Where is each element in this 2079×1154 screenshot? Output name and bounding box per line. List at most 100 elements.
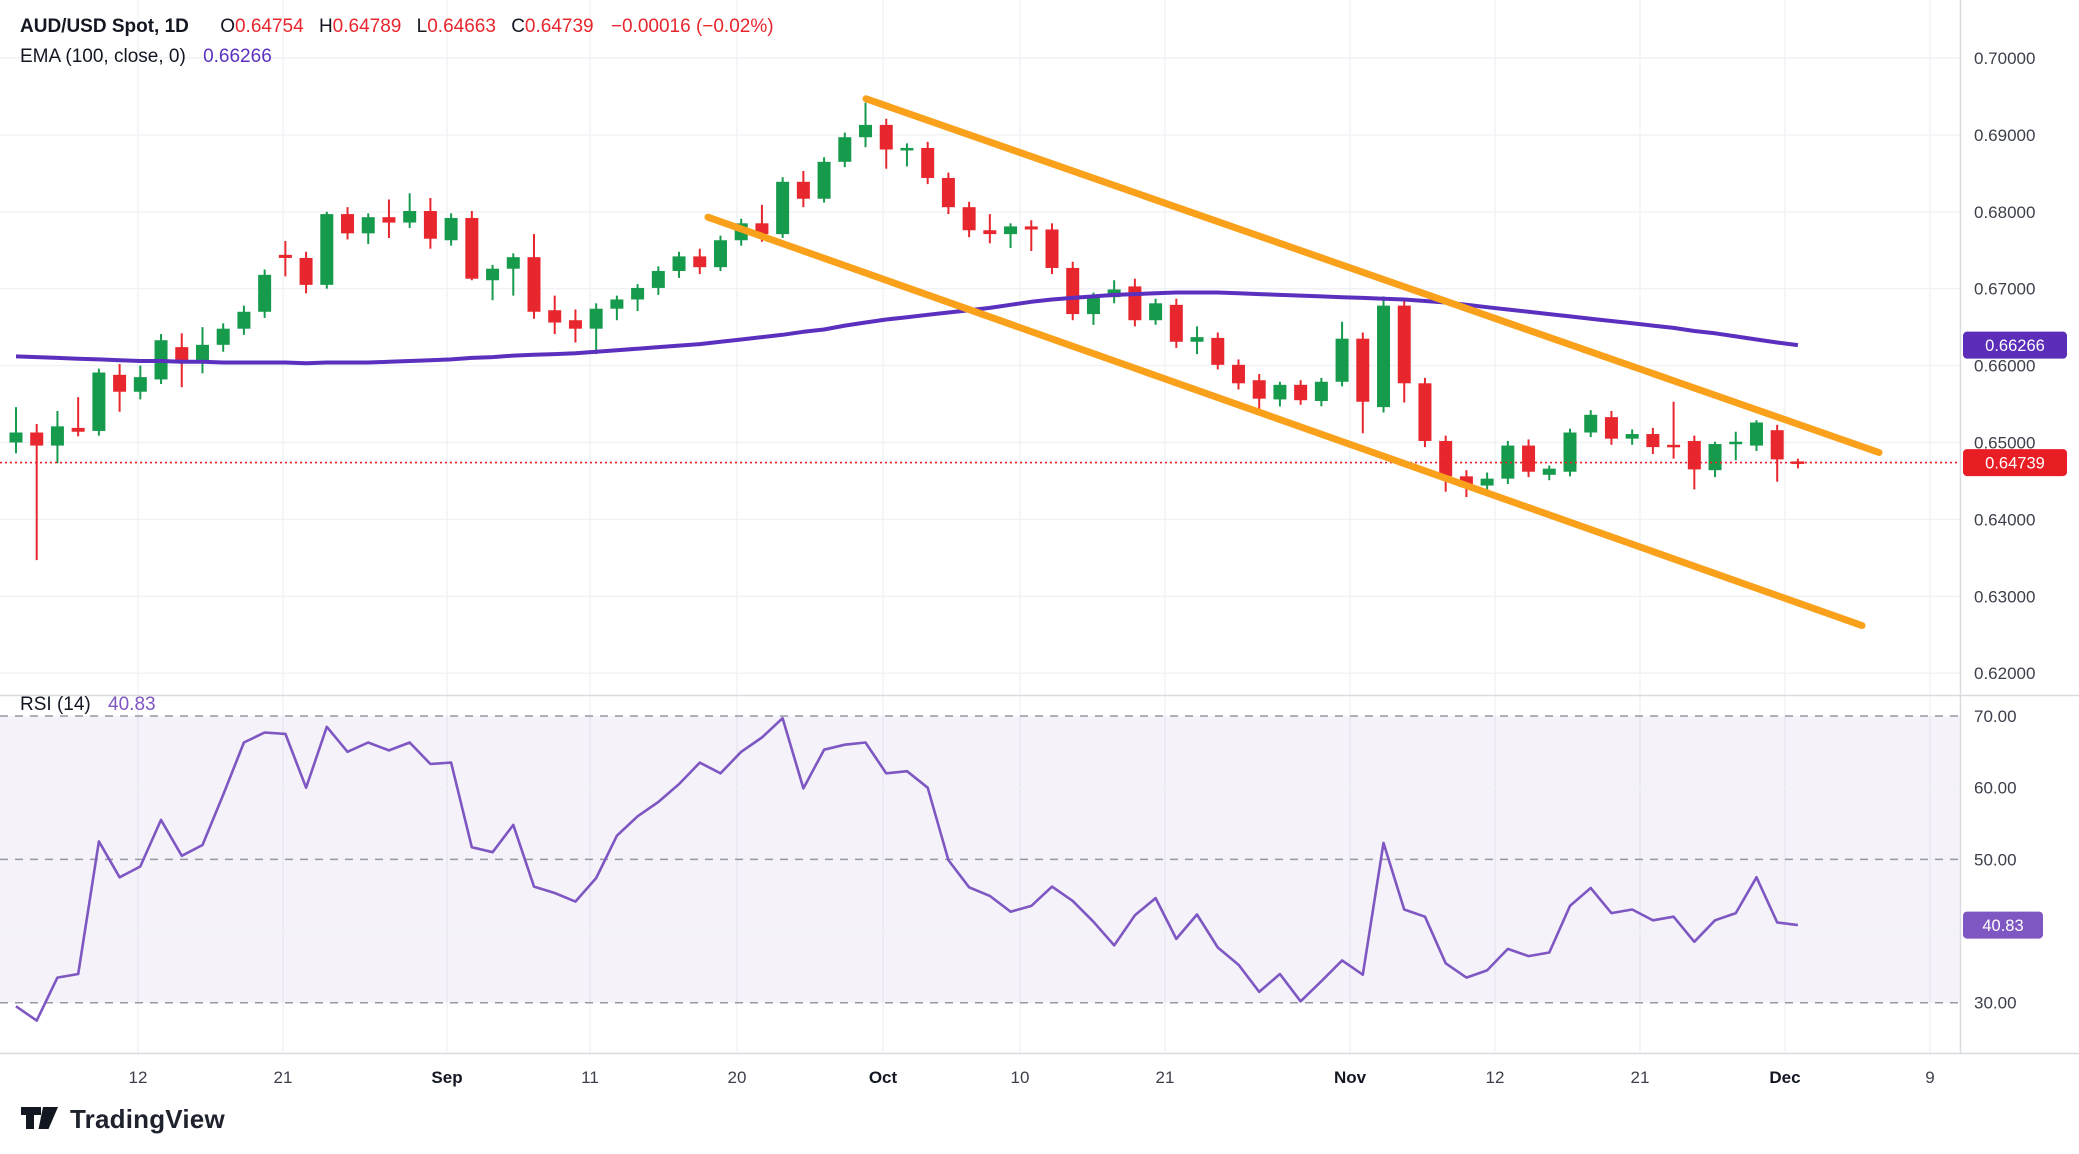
chart-legend: AUD/USD Spot, 1D O0.64754 H0.64789 L0.64… (20, 12, 774, 72)
price-axis[interactable]: 0.70000 0.69000 0.68000 0.67000 0.66000 0.650… (1963, 49, 2067, 1013)
candle-56 (1169, 304, 1183, 342)
channel-upper[interactable] (862, 95, 1883, 456)
price-tick-0.68000: 0.68000 (1974, 203, 2035, 222)
candle-34 (713, 240, 727, 268)
candle-19 (403, 211, 417, 223)
candle-43 (900, 147, 914, 151)
candle-20 (423, 211, 437, 239)
candle-60 (1252, 380, 1266, 399)
ema-value: 0.66266 (203, 46, 272, 67)
candle-59 (1231, 364, 1245, 384)
candle-3 (71, 427, 85, 432)
candle-69 (1439, 440, 1453, 477)
price-pane[interactable] (0, 102, 1960, 561)
price-tick-0.65000: 0.65000 (1974, 433, 2035, 452)
rsi-pane[interactable] (15, 716, 1799, 1022)
symbol-title[interactable]: AUD/USD Spot, 1D (20, 16, 189, 37)
candle-54 (1128, 286, 1142, 321)
price-tick-0.64000: 0.64000 (1974, 510, 2035, 529)
trendline-drawings[interactable] (704, 95, 1883, 630)
pane-separators (0, 0, 2079, 1055)
candle-76 (1584, 414, 1598, 433)
candle-58 (1211, 337, 1225, 365)
price-tick-0.63000: 0.63000 (1974, 587, 2035, 606)
candle-86 (1791, 461, 1805, 464)
symbol-ohlc-row: AUD/USD Spot, 1D O0.64754 H0.64789 L0.64… (20, 12, 774, 42)
candle-9 (195, 344, 209, 363)
candle-26 (548, 310, 562, 323)
candle-74 (1542, 468, 1556, 475)
rsi-tick-60.00: 60.00 (1974, 779, 2017, 798)
candle-36 (755, 223, 769, 235)
ema-label[interactable]: EMA (100, close, 0) (20, 46, 186, 67)
ema-line[interactable] (15, 290, 1799, 366)
candle-23 (486, 268, 500, 281)
gridlines (0, 0, 1960, 1053)
svg-text:0.66266: 0.66266 (1985, 337, 2045, 355)
low-label: L (416, 16, 428, 37)
time-axis[interactable]: 12 21 Sep 11 20 Oct 10 21 Nov 12 21 Dec 9 (129, 1068, 1935, 1087)
candle-51 (1066, 267, 1080, 315)
time-tick-12: 9 (1925, 1068, 1934, 1087)
tradingview-logo-icon (21, 1106, 58, 1129)
candle-25 (527, 257, 541, 312)
candle-2 (50, 426, 64, 446)
candle-6 (133, 377, 147, 392)
candle-28 (589, 308, 603, 329)
rsi-indicator-row: RSI (14) 40.83 (20, 694, 156, 716)
candle-29 (610, 299, 624, 309)
rsi-label[interactable]: RSI (14) (20, 694, 91, 715)
candle-13 (278, 254, 292, 258)
ema-price-badge (1963, 331, 2067, 359)
rsi-tick-30.00: 30.00 (1974, 994, 2017, 1013)
candle-78 (1625, 434, 1639, 439)
channel-lower[interactable] (704, 213, 1866, 630)
candle-63 (1314, 381, 1328, 401)
candle-32 (672, 256, 686, 272)
candle-1 (30, 432, 44, 446)
candle-31 (651, 271, 665, 288)
ema-indicator-row: EMA (100, close, 0) 0.66266 (20, 42, 774, 72)
candle-83 (1729, 441, 1743, 445)
change-value: −0.00016 (−0.02%) (610, 16, 774, 37)
price-tick-0.67000: 0.67000 (1974, 280, 2035, 299)
tradingview-brand[interactable]: TradingView (20, 1104, 225, 1135)
candle-72 (1501, 445, 1515, 479)
price-tick-0.69000: 0.69000 (1974, 126, 2035, 145)
candle-37 (776, 181, 790, 235)
candle-45 (941, 177, 955, 208)
price-tick-0.70000: 0.70000 (1974, 49, 2035, 68)
candle-18 (382, 217, 396, 223)
high-label: H (318, 16, 333, 37)
rsi-tick-50.00: 50.00 (1974, 850, 2017, 869)
candle-14 (299, 257, 313, 285)
close-label: C (511, 16, 525, 37)
time-tick-6: 10 (1011, 1068, 1030, 1087)
candle-49 (1024, 226, 1038, 230)
candle-12 (258, 274, 272, 312)
candle-27 (568, 320, 582, 329)
candle-24 (506, 257, 520, 269)
price-tick-0.66000: 0.66000 (1974, 357, 2035, 376)
time-tick-10: 21 (1631, 1068, 1650, 1087)
price-tick-0.62000: 0.62000 (1974, 664, 2035, 683)
candle-33 (693, 256, 707, 268)
close-value: 0.64739 (524, 16, 594, 37)
candle-84 (1749, 422, 1763, 446)
candle-5 (113, 374, 127, 392)
candle-77 (1604, 417, 1618, 439)
high-value: 0.64789 (332, 16, 402, 37)
candle-71 (1480, 478, 1494, 486)
time-tick-5: Oct (869, 1068, 898, 1087)
candle-39 (817, 161, 831, 199)
candle-57 (1190, 337, 1204, 342)
last-price-badge (1963, 449, 2067, 477)
open-value: 0.64754 (234, 16, 304, 37)
candle-61 (1273, 384, 1287, 400)
rsi-line[interactable] (15, 716, 1799, 1022)
time-tick-0: 12 (129, 1068, 148, 1087)
candle-4 (92, 372, 106, 431)
candle-62 (1294, 384, 1308, 401)
